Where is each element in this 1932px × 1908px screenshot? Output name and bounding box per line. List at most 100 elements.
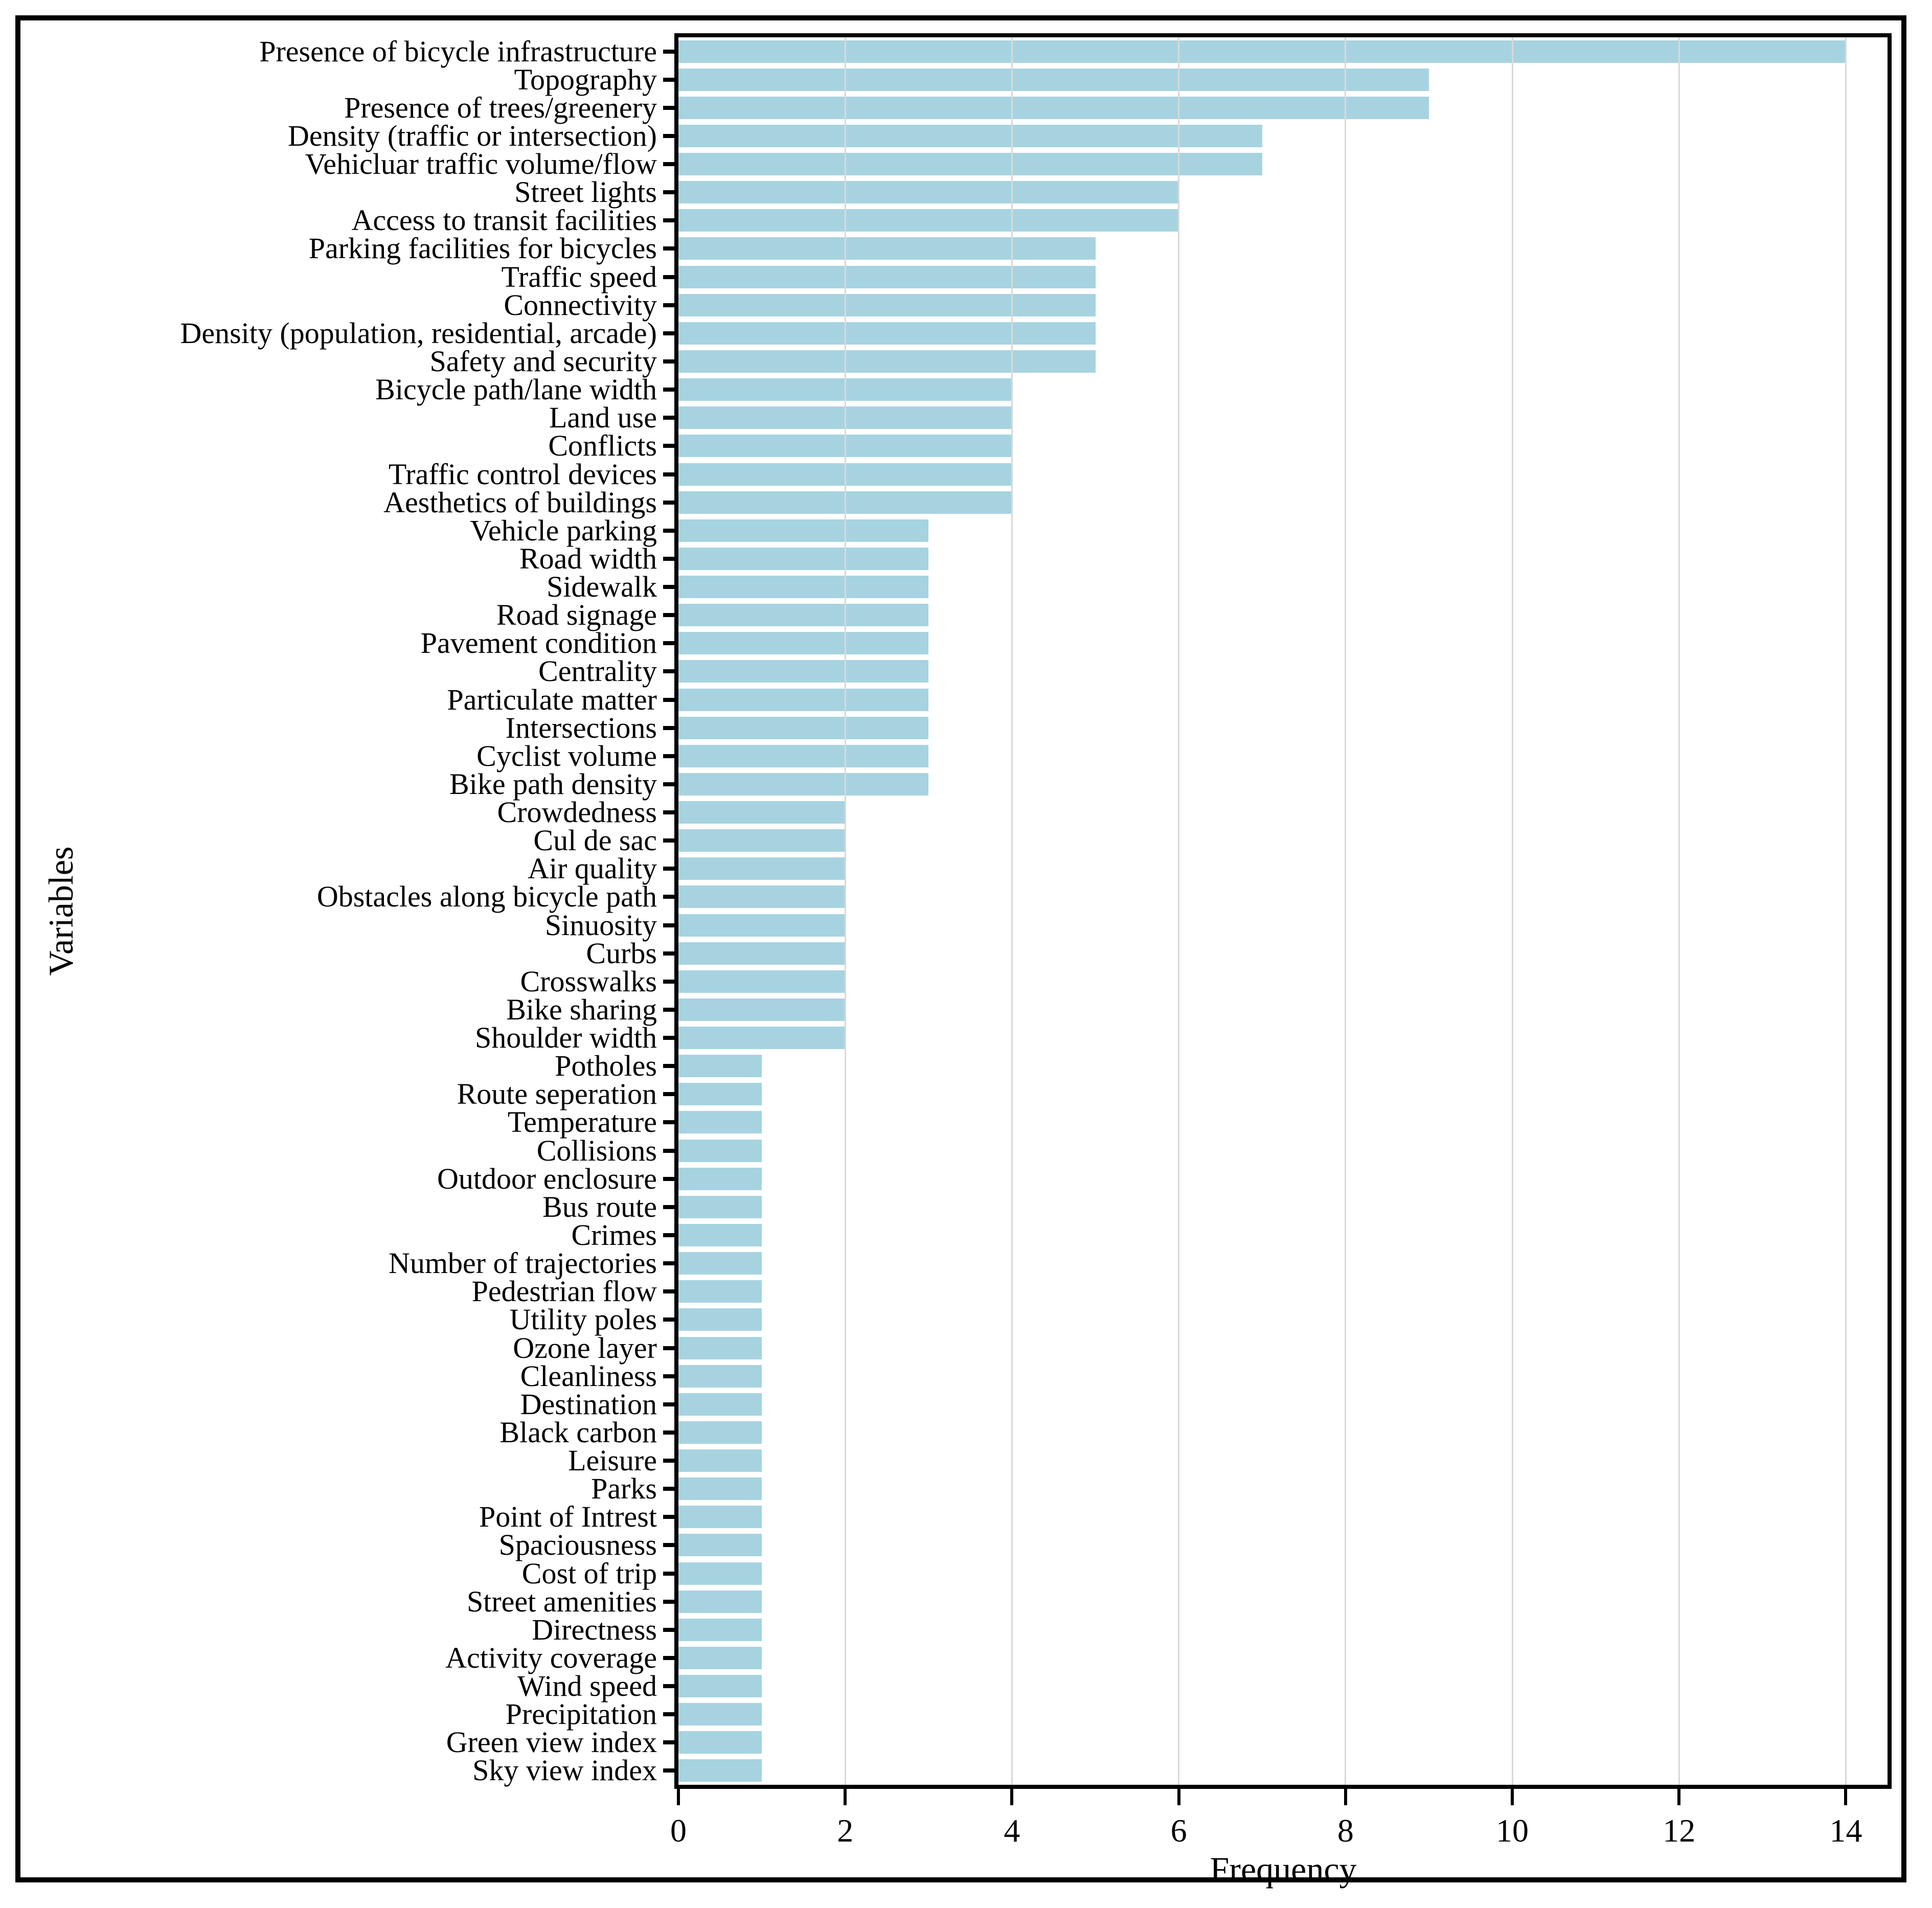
bar [678, 604, 929, 627]
y-tick-mark [663, 528, 678, 533]
bar [678, 1252, 762, 1275]
bar [678, 1731, 762, 1754]
bar [678, 1223, 762, 1246]
category-label: Precipitation [505, 1697, 657, 1731]
plot-spine-top [674, 33, 1892, 37]
bar [678, 942, 846, 965]
x-tick-label: 8 [1337, 1812, 1354, 1849]
bar [678, 96, 1429, 119]
gridline [1678, 37, 1680, 1785]
category-label: Air quality [528, 852, 657, 885]
bar [678, 744, 929, 767]
gridline [1011, 37, 1013, 1785]
bar [678, 1506, 762, 1529]
y-tick-mark [663, 1092, 678, 1097]
category-label: Density (population, residential, arcade… [180, 316, 657, 350]
y-tick-mark [663, 697, 678, 702]
category-label: Green view index [446, 1725, 657, 1759]
x-tick-label: 0 [670, 1812, 687, 1849]
category-label: Presence of trees/greenery [344, 90, 657, 124]
bar [678, 576, 929, 599]
category-label: Shoulder width [474, 1021, 657, 1055]
y-tick-mark [663, 556, 678, 561]
bar [678, 322, 1096, 345]
plot-spine-bottom [674, 1785, 1892, 1789]
bar [678, 1421, 762, 1444]
bar [678, 1195, 762, 1218]
y-tick-mark [663, 1712, 678, 1717]
y-tick-mark [663, 1543, 678, 1548]
category-label: Crimes [571, 1218, 657, 1252]
bar [678, 1449, 762, 1472]
bar [678, 1478, 762, 1501]
x-tick-label: 4 [1004, 1812, 1020, 1849]
y-tick-mark [663, 951, 678, 956]
y-tick-mark [663, 669, 678, 674]
figure-border [15, 15, 1906, 1882]
y-tick-mark [663, 1261, 678, 1266]
category-label: Outdoor enclosure [437, 1162, 657, 1195]
bar [678, 660, 929, 683]
category-label: Pedestrian flow [471, 1275, 657, 1308]
y-tick-mark [663, 1346, 678, 1350]
y-tick-mark [663, 585, 678, 589]
y-tick-mark [663, 782, 678, 786]
bar [678, 68, 1429, 91]
y-tick-mark [663, 810, 678, 815]
y-tick-mark [663, 1120, 678, 1125]
bar [678, 857, 846, 880]
category-label: Curbs [586, 936, 657, 970]
category-label: Density (traffic or intersection) [287, 119, 657, 152]
y-tick-mark [663, 1740, 678, 1745]
y-tick-mark [663, 1374, 678, 1378]
category-label: Spaciousness [498, 1528, 657, 1562]
category-label: Bike sharing [506, 992, 657, 1026]
bar [678, 1675, 762, 1698]
y-tick-mark [663, 725, 678, 730]
x-tick-mark [844, 1789, 847, 1805]
bar [678, 237, 1096, 260]
category-label: Intersections [505, 711, 657, 744]
category-label: Crowdedness [497, 796, 657, 829]
bar [678, 1759, 762, 1782]
category-label: Directness [532, 1612, 657, 1646]
bar [678, 519, 929, 542]
y-tick-mark [663, 303, 678, 307]
category-label: Traffic speed [501, 260, 657, 293]
bar [678, 970, 846, 993]
y-tick-mark [663, 77, 678, 82]
bar [678, 1139, 762, 1162]
y-tick-mark [663, 613, 678, 618]
category-label: Vehicle parking [470, 513, 657, 547]
y-tick-mark [663, 472, 678, 476]
bar [678, 716, 929, 739]
y-tick-mark [663, 867, 678, 871]
y-tick-mark [663, 754, 678, 758]
y-tick-mark [663, 246, 678, 251]
bar [678, 1562, 762, 1585]
bar [678, 1280, 762, 1303]
gridline [1345, 37, 1347, 1785]
y-tick-mark [663, 1205, 678, 1209]
y-tick-mark [663, 923, 678, 927]
bar [678, 547, 929, 570]
category-label: Land use [549, 401, 657, 435]
category-label: Point of Intrest [479, 1500, 657, 1534]
bar [678, 124, 1262, 147]
bar [678, 1534, 762, 1557]
y-tick-mark [663, 1571, 678, 1576]
category-label: Leisure [568, 1444, 657, 1478]
category-label: Sky view index [472, 1754, 657, 1787]
y-tick-mark [663, 1684, 678, 1689]
category-label: Temperature [507, 1105, 657, 1139]
y-tick-mark [663, 416, 678, 420]
y-tick-mark [663, 1402, 678, 1406]
bar [678, 1055, 762, 1078]
category-label: Destination [520, 1387, 657, 1421]
plot-spine-left [674, 33, 678, 1789]
category-label: Route seperation [457, 1077, 657, 1111]
bar [678, 688, 929, 711]
y-tick-mark [663, 1318, 678, 1322]
y-tick-mark [663, 1627, 678, 1632]
bar [678, 829, 846, 852]
